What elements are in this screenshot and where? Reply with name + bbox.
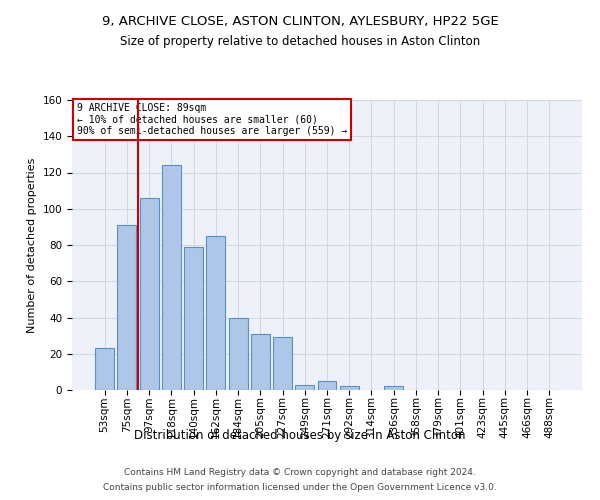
Bar [95,348,114,390]
Bar [251,334,270,390]
Bar [140,198,158,390]
Bar [273,338,292,390]
Bar [118,225,136,390]
Bar [184,247,203,390]
Bar [162,165,181,390]
Bar [340,386,359,390]
Text: 9 ARCHIVE CLOSE: 89sqm
← 10% of detached houses are smaller (60)
90% of semi-det: 9 ARCHIVE CLOSE: 89sqm ← 10% of detached… [77,103,347,136]
Text: Contains public sector information licensed under the Open Government Licence v3: Contains public sector information licen… [103,483,497,492]
Text: 9, ARCHIVE CLOSE, ASTON CLINTON, AYLESBURY, HP22 5GE: 9, ARCHIVE CLOSE, ASTON CLINTON, AYLESBU… [101,15,499,28]
Bar [206,236,225,390]
Text: Distribution of detached houses by size in Aston Clinton: Distribution of detached houses by size … [134,428,466,442]
Text: Contains HM Land Registry data © Crown copyright and database right 2024.: Contains HM Land Registry data © Crown c… [124,468,476,477]
Bar [229,318,248,390]
Bar [317,381,337,390]
Bar [295,384,314,390]
Text: Size of property relative to detached houses in Aston Clinton: Size of property relative to detached ho… [120,35,480,48]
Y-axis label: Number of detached properties: Number of detached properties [27,158,37,332]
Bar [384,386,403,390]
